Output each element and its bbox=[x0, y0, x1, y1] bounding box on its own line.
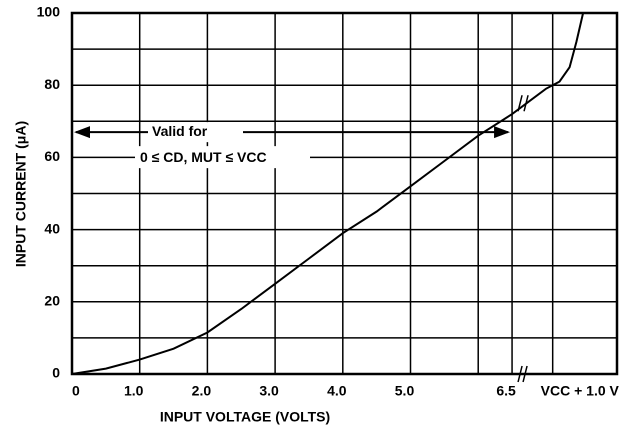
x-tick-label: 0 bbox=[72, 383, 80, 399]
x-tick-label: 4.0 bbox=[327, 383, 347, 399]
axis-break bbox=[517, 365, 528, 383]
y-tick-label: 60 bbox=[44, 148, 60, 164]
annotation: 0 ≤ CD, MUT ≤ VCC bbox=[140, 149, 267, 165]
annotation-bg bbox=[148, 122, 243, 143]
annotation-bg bbox=[135, 146, 310, 169]
plot-frame bbox=[70, 11, 619, 376]
x-tick-label: 2.0 bbox=[192, 383, 212, 399]
x-tick-label: 1.0 bbox=[124, 383, 144, 399]
annotation: Valid for bbox=[152, 123, 208, 139]
curve-break bbox=[517, 95, 529, 112]
y-tick-label: 40 bbox=[44, 220, 60, 236]
y-tick-label: 0 bbox=[52, 365, 60, 381]
y-tick-label: 100 bbox=[37, 4, 61, 20]
x-tick-label: 5.0 bbox=[395, 383, 415, 399]
y-tick-label: 80 bbox=[44, 76, 60, 92]
arrow-head bbox=[494, 126, 511, 139]
y-tick-label: 20 bbox=[44, 293, 60, 309]
line bbox=[71, 12, 585, 375]
arrow-head bbox=[74, 126, 90, 139]
x-axis-label: INPUT VOLTAGE (VOLTS) bbox=[160, 409, 330, 425]
x-tick-label: 6.5 bbox=[496, 383, 516, 399]
x-tick-label: VCC + 1.0 V bbox=[541, 383, 620, 399]
y-axis-label: INPUT CURRENT (μA) bbox=[13, 121, 29, 267]
x-tick-label: 3.0 bbox=[259, 383, 279, 399]
